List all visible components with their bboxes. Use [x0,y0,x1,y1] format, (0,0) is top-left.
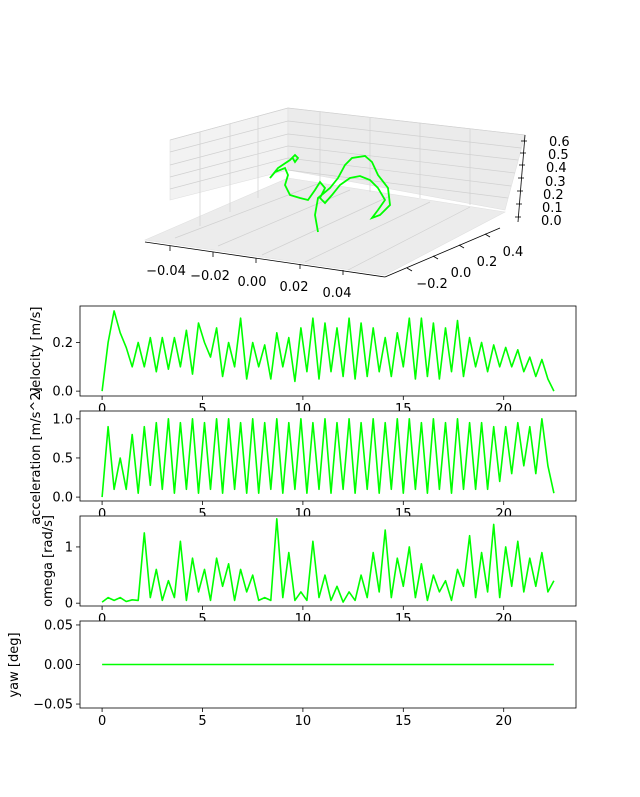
omega-ylabel: omega [rad/s] [41,515,56,607]
y-tick-label: 0.05 [44,618,73,633]
velocity-panel: 0 5 10 15 200.00.2 velocity [m/s] [29,305,577,417]
trajectory-3d-line [269,153,391,233]
x-tick-label: 10 [295,714,312,729]
z-ticks-3d [515,140,527,218]
x-tick-label: 0 [98,507,106,522]
x-tick-label: 5 [198,714,206,729]
z-tick-label: 0.1 [542,201,563,216]
z-tick-label: 0.2 [543,188,564,203]
y-tick-label: 0.0 [52,385,73,400]
z-tick-label: 0.5 [548,148,569,163]
z-tick-label: 0.3 [545,175,566,190]
x-tick-label: 0 [98,402,106,417]
x-ticks-3d [169,246,344,275]
y-tick-label: 0.4 [503,245,524,260]
y-tick-label: 0.2 [52,336,73,351]
x-tick-label: 0 [98,612,106,627]
x-tick-label: 5 [198,402,206,417]
yaw-plot: 0 5 10 15 20 −0.05 0.00 0.05 [33,618,554,729]
x-tick-label: −0.04 [146,264,186,279]
y-tick-label: 1 [65,540,73,555]
y-tick-label: 0.2 [477,255,498,270]
x-tick-label: 0.02 [280,280,309,295]
yaw-panel: 0 5 10 15 20 −0.05 0.00 0.05 yaw [deg] [7,618,577,729]
y-tick-label: 0 [65,597,73,612]
x-axis-3d [144,241,386,278]
series-line [101,310,555,392]
velocity-ylabel: velocity [m/s] [29,307,44,396]
x-tick-label: 15 [395,714,412,729]
y-tick-label: −0.2 [416,277,448,292]
z-axis-3d [517,134,526,223]
z-tick-label: 0.4 [546,161,567,176]
z-tick-label: 0.0 [541,214,562,229]
y-axis-3d [384,227,501,278]
series-line [101,518,555,603]
y-ticks-3d [406,233,491,272]
y-tick-label: 1.0 [52,412,73,427]
x-tick-label: 0.04 [323,286,352,301]
y-tick-label: 0.5 [52,451,73,466]
acceleration-ylabel: acceleration [m/s^2] [29,387,44,524]
series-line [101,418,555,498]
omega-axes [79,515,577,607]
y-tick-label: 0.0 [451,266,472,281]
z-tick-label: 0.6 [549,135,570,150]
x-tick-label: 20 [495,714,512,729]
grid-3d [169,107,526,271]
y-tick-label: −0.05 [33,698,73,713]
x-tick-label: −0.02 [190,269,230,284]
x-tick-label: 0 [98,714,106,729]
y-tick-label: 0.00 [44,658,73,673]
x-tick-label: 0.00 [238,275,267,290]
pane-floor [143,177,506,276]
yaw-ylabel: yaw [deg] [7,632,22,697]
x-tick-label: 5 [198,507,206,522]
x-tick-label: 5 [198,612,206,627]
trajectory-3d-panel: −0.04 −0.02 0.00 0.02 0.04 −0.2 0.0 0.2 … [143,107,570,301]
y-tick-label: 0.0 [52,491,73,506]
